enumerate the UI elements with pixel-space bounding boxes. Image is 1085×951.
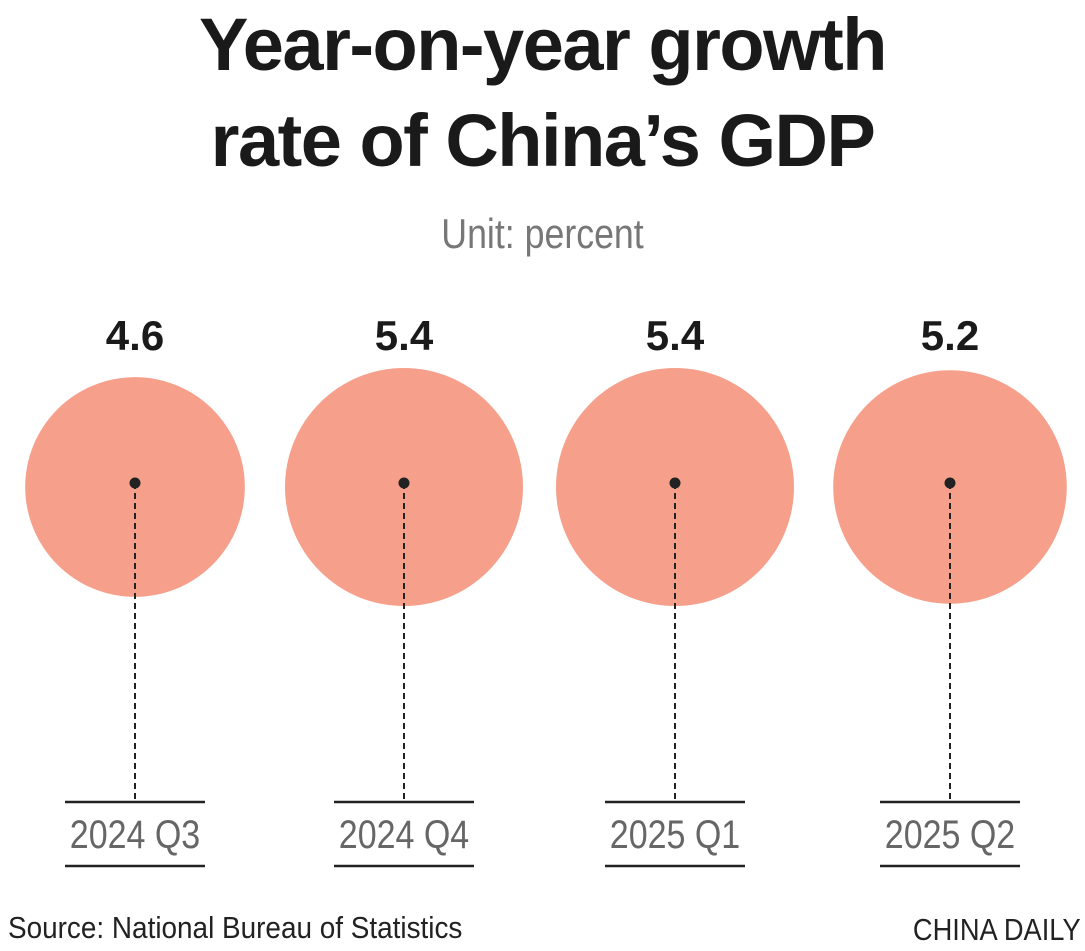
brand-logo-text: CHINA DAILY (913, 912, 1081, 947)
category-label: 2025 Q1 (610, 811, 740, 856)
value-label: 5.4 (375, 312, 434, 359)
source-note: Source: National Bureau of Statistics (8, 910, 463, 945)
bubble-center-dot (398, 477, 410, 489)
bubble-center-dot (129, 477, 141, 489)
bubble-center-dot (944, 477, 956, 489)
value-label: 5.4 (646, 312, 705, 359)
category-label: 2025 Q2 (885, 811, 1015, 856)
value-label: 5.2 (921, 312, 979, 359)
category-label: 2024 Q3 (70, 811, 200, 856)
category-label: 2024 Q4 (339, 811, 469, 856)
chart-subtitle: Unit: percent (441, 210, 644, 257)
chart-title-line-2: rate of China’s GDP (210, 99, 876, 182)
bubble-center-dot (669, 477, 681, 489)
chart-title-line-1: Year-on-year growth (198, 3, 888, 86)
value-label: 4.6 (106, 312, 164, 359)
